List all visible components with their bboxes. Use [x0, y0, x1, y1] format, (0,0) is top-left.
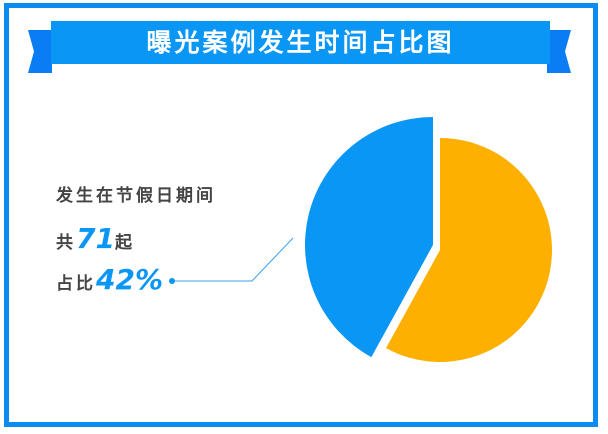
pct-prefix: 占比 — [56, 274, 96, 294]
count-value: 71 — [76, 222, 115, 255]
leader-dot — [169, 278, 175, 284]
pie-slice-1 — [386, 138, 552, 362]
outer-frame — [4, 3, 598, 427]
chart-title: 曝光案例发生时间占比图 — [51, 21, 550, 64]
pie-slice-0 — [305, 117, 433, 358]
annotation-label: 发生在节假日期间 — [56, 186, 216, 206]
count-prefix: 共 — [56, 233, 76, 253]
leader-line — [172, 237, 294, 282]
count-suffix: 起 — [114, 233, 135, 253]
pct-value: 42% — [96, 263, 164, 296]
